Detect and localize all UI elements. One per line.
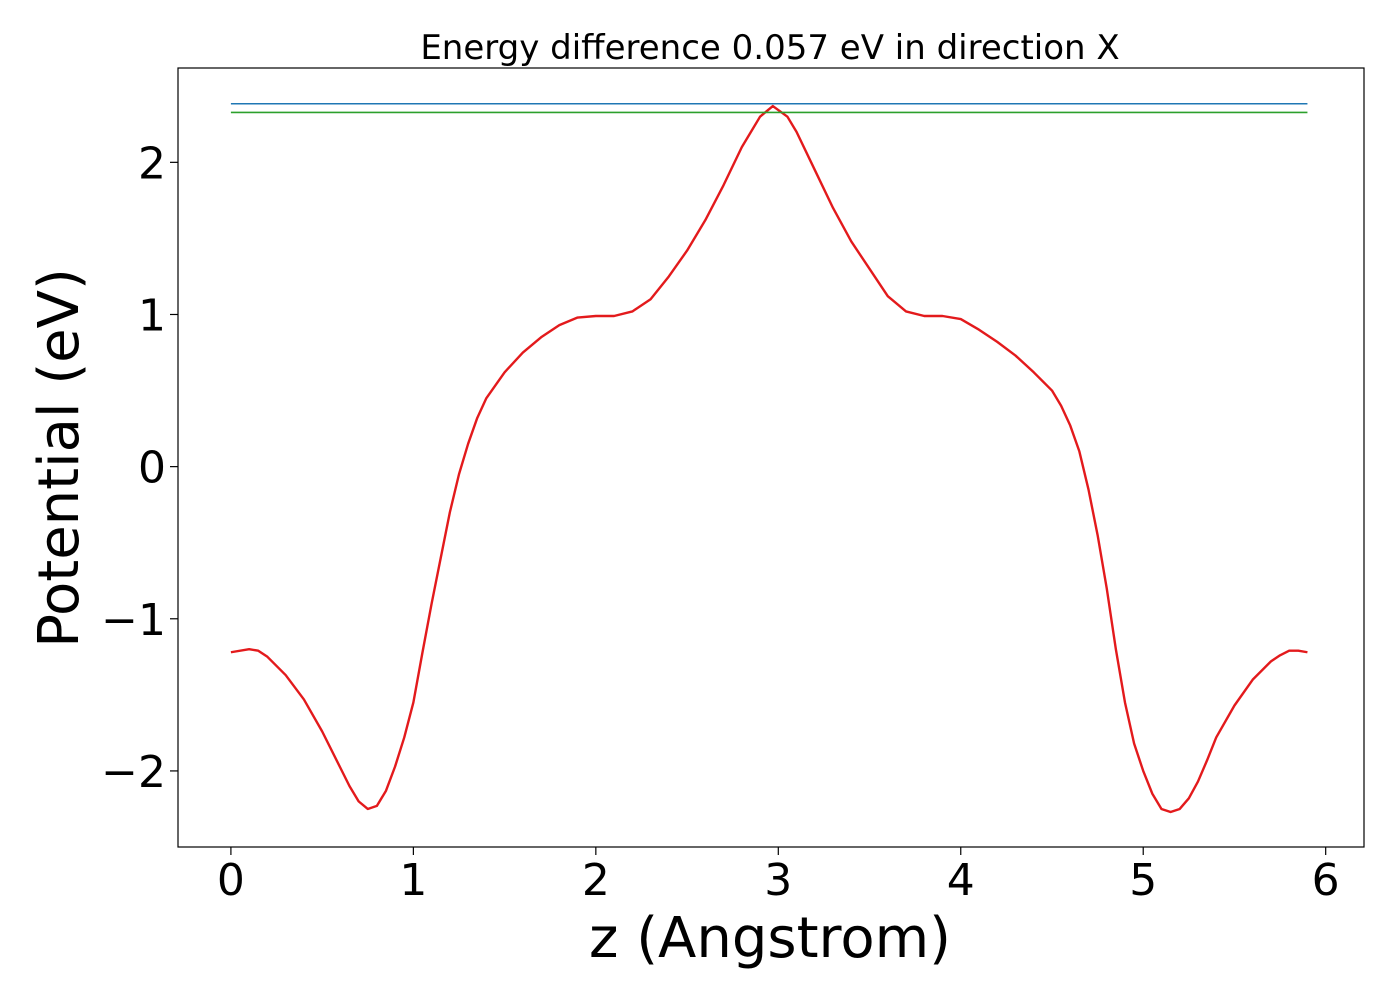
x-tick-label: 6 (1312, 855, 1340, 906)
x-tick-label: 3 (764, 855, 792, 906)
y-axis-label: Potential (eV) (27, 268, 92, 648)
chart-title: Energy difference 0.057 eV in direction … (420, 28, 1119, 68)
x-tick-label: 0 (217, 855, 245, 906)
x-tick-label: 4 (947, 855, 975, 906)
y-axis: −2 −1 0 1 2 (101, 138, 178, 798)
y-tick-label: −2 (101, 747, 166, 798)
x-tick-label: 5 (1129, 855, 1157, 906)
x-axis-label: z (Angstrom) (589, 906, 951, 971)
series-line-potential (230, 104, 1308, 814)
y-tick-label: 0 (138, 443, 166, 494)
axes-frame (177, 67, 1365, 848)
x-tick-label: 2 (582, 855, 610, 906)
x-axis: 0 1 2 3 4 5 6 (217, 847, 1340, 906)
y-tick-label: −1 (101, 595, 166, 646)
x-tick-label: 1 (399, 855, 427, 906)
y-tick-label: 1 (138, 290, 166, 341)
plot-area (230, 102, 1308, 814)
y-tick-label: 2 (138, 138, 166, 189)
